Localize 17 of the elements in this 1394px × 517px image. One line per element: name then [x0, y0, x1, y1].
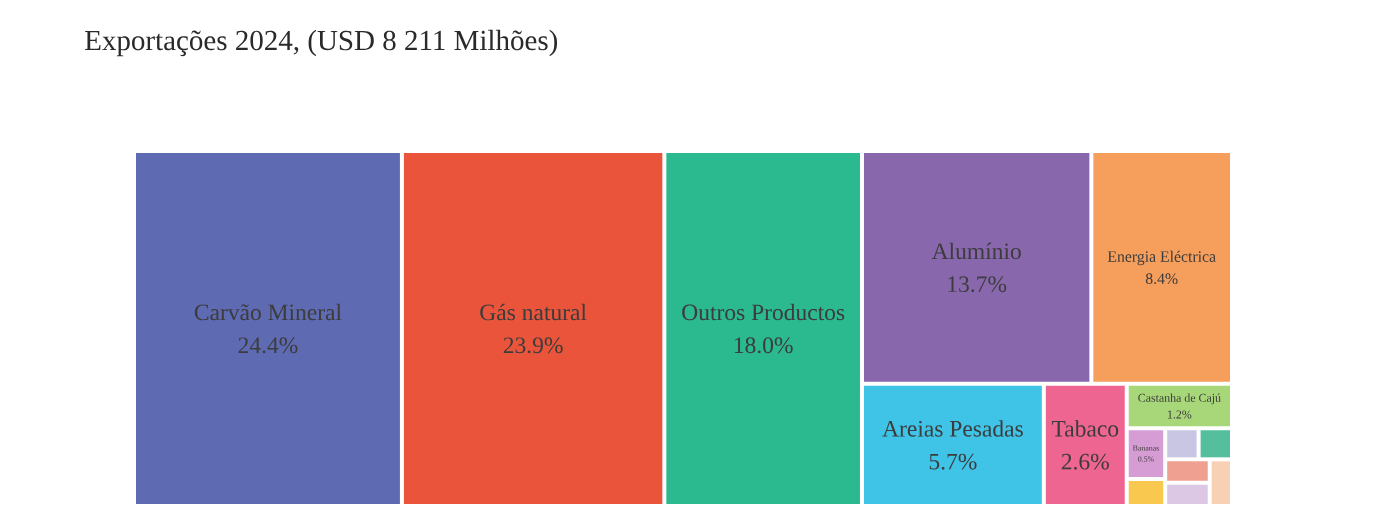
data-label: 24.4% — [238, 337, 298, 354]
data-label: 8.4% — [1145, 273, 1178, 285]
category-label: Carvão Mineral — [194, 303, 342, 321]
category-label: Energia Eléctrica — [1107, 250, 1216, 266]
category-label: Castanha de Cajú — [1138, 393, 1221, 405]
data-label: 5.7% — [929, 453, 977, 470]
data-label: 2.6% — [1061, 453, 1109, 470]
category-label: Outros Productos — [682, 303, 845, 321]
data-label: 1.2% — [1168, 410, 1192, 419]
data-label: 18.0% — [734, 337, 793, 354]
category-label: Areias Pesadas — [882, 420, 1023, 437]
category-label: Alumínio — [931, 242, 1021, 260]
data-label: 13.7% — [948, 276, 1007, 293]
category-label: Gás natural — [480, 303, 587, 321]
data-label: 23.9% — [503, 337, 563, 354]
category-label: Tabaco — [1051, 420, 1119, 437]
text: Exportações 2024, (USD 8 211 Milhões) — [85, 29, 558, 57]
